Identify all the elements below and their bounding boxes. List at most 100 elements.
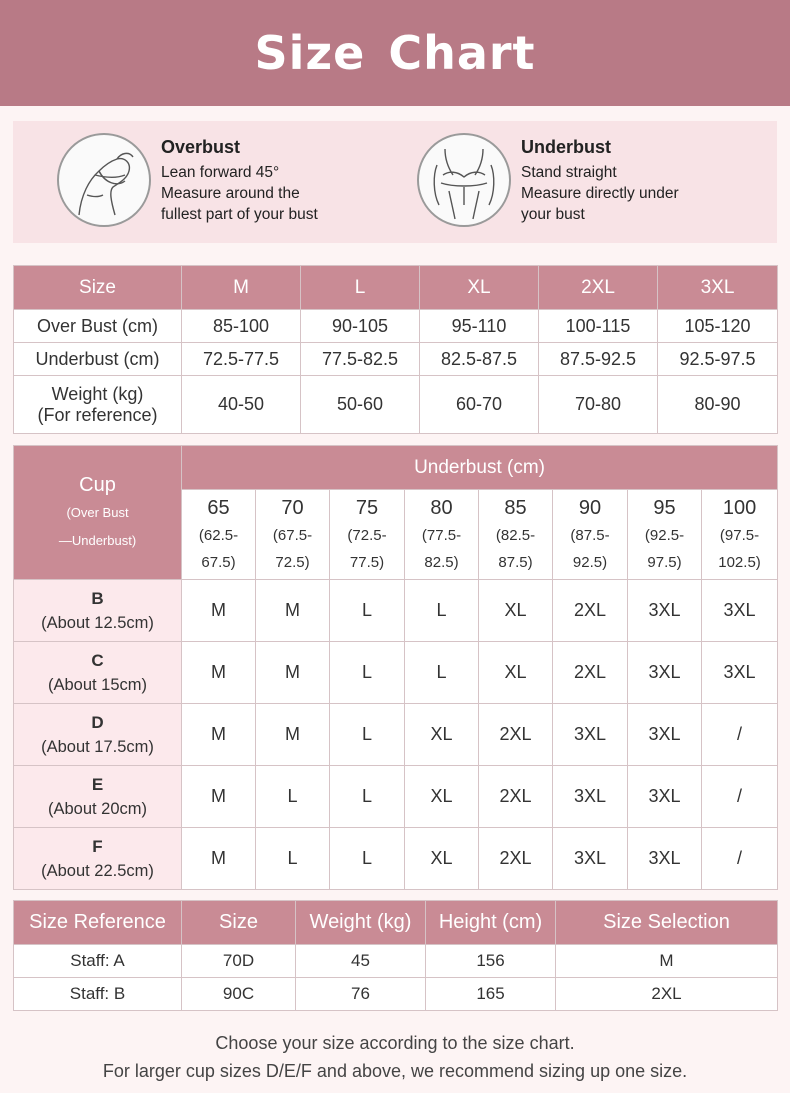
- cup-subheader: —Underbust): [58, 532, 137, 548]
- underbust-range: 102.5): [718, 553, 761, 571]
- size-cell: M: [181, 827, 256, 890]
- underbust-value: 100: [722, 496, 757, 519]
- size-cell: /: [700, 765, 779, 828]
- size-cell: M: [181, 703, 256, 766]
- underbust-range: 92.5): [572, 553, 608, 571]
- underbust-range: (67.5-: [272, 526, 313, 544]
- underbust-range: 67.5): [201, 553, 236, 571]
- cup-table-header-row: Cup (Over Bust —Underbust) Underbust (cm…: [13, 445, 779, 580]
- size-cell: M: [255, 579, 330, 642]
- cup-letter: B: [91, 588, 104, 608]
- cup-letter: C: [91, 650, 104, 670]
- underbust-cell: 75 (72.5- 77.5): [329, 489, 405, 580]
- cup-letter: D: [91, 712, 104, 732]
- size-cell: 3XL: [627, 765, 702, 828]
- underbust-line-2: Measure directly under: [521, 185, 679, 202]
- reference-header: Size: [181, 900, 296, 945]
- table-cell: 50-60: [300, 375, 420, 434]
- reference-header: Height (cm): [425, 900, 556, 945]
- table-cell: 92.5-97.5: [657, 342, 778, 376]
- size-cell: 3XL: [627, 641, 702, 704]
- size-cell: 3XL: [552, 703, 628, 766]
- table-cell: 105-120: [657, 309, 778, 343]
- cup-rows: B (About 12.5cm) M M L L XL 2XL 3XL 3XL C (About 15…: [13, 579, 779, 890]
- underbust-cell: 65 (62.5- 67.5): [181, 489, 256, 580]
- table-cell: 77.5-82.5: [300, 342, 420, 376]
- underbust-range: 97.5): [647, 553, 682, 571]
- underbust-value: 75: [355, 496, 379, 519]
- cup-header: Cup: [79, 473, 116, 496]
- cup-about: (About 22.5cm): [41, 861, 154, 880]
- note-text: Choose your size according to the size c…: [215, 1033, 575, 1053]
- table-cell: Staff: B: [13, 977, 182, 1011]
- overbust-line-3: fullest part of your bust: [161, 206, 318, 223]
- size-cell: L: [329, 827, 405, 890]
- overbust-guide: Overbust Lean forward 45° Measure around…: [57, 133, 318, 227]
- cup-table: Cup (Over Bust —Underbust) Underbust (cm…: [13, 445, 779, 890]
- size-cell: M: [181, 765, 256, 828]
- size-table-header: M: [181, 265, 301, 310]
- underbust-range: (82.5-: [495, 526, 536, 544]
- size-cell: 2XL: [478, 765, 553, 828]
- underbust-value: 85: [504, 496, 527, 519]
- table-cell: 95-110: [419, 309, 539, 343]
- size-cell: 3XL: [627, 579, 702, 642]
- cup-about: (About 15cm): [47, 675, 148, 694]
- table-row: Staff: A 70D 45 156 M: [13, 944, 778, 978]
- measure-guide: Overbust Lean forward 45° Measure around…: [13, 121, 777, 243]
- underbust-line-1: Stand straight: [521, 164, 617, 181]
- underbust-range: 77.5): [349, 553, 385, 571]
- size-cell: /: [700, 827, 779, 890]
- size-cell: 2XL: [478, 827, 553, 890]
- page-header: Size Chart: [0, 0, 790, 106]
- table-cell: 60-70: [419, 375, 539, 434]
- underbust-range: (92.5-: [644, 526, 685, 544]
- table-row: Weight (kg) (For reference) 40-50 50-60 …: [13, 375, 778, 434]
- size-cell: XL: [404, 703, 479, 766]
- underbust-values-row: 65 (62.5- 67.5) 70 (67.5- 72.5) 75 (72.5- 77.5…: [14, 489, 779, 580]
- reference-header: Weight (kg): [295, 900, 426, 945]
- row-label: Over Bust (cm): [13, 309, 182, 343]
- overbust-line-1: Lean forward 45°: [161, 164, 280, 181]
- underbust-range: 87.5): [498, 553, 533, 571]
- size-cell: XL: [404, 827, 479, 890]
- size-cell: 2XL: [478, 703, 553, 766]
- size-cell: M: [255, 703, 330, 766]
- size-cell: L: [329, 579, 405, 642]
- underbust-cell: 100 (97.5- 102.5): [700, 489, 779, 580]
- underbust-cell: 80 (77.5- 82.5): [404, 489, 479, 580]
- underbust-range: 72.5): [275, 553, 310, 571]
- row-label-line: (For reference): [37, 404, 158, 425]
- table-cell: 87.5-92.5: [538, 342, 658, 376]
- underbust-title: Underbust: [521, 137, 611, 157]
- size-cell: L: [404, 579, 479, 642]
- size-cell: 2XL: [552, 641, 628, 704]
- table-row: C (About 15cm) M M L L XL 2XL 3XL 3XL: [13, 641, 779, 704]
- underbust-value: 90: [578, 496, 602, 519]
- cup-about: (About 20cm): [47, 799, 148, 818]
- underbust-line-3: your bust: [521, 206, 585, 223]
- row-label: Weight (kg) (For reference): [13, 375, 182, 434]
- note-text: For larger cup sizes D/E/F and above, we…: [102, 1061, 688, 1081]
- table-row: Over Bust (cm) 85-100 90-105 95-110 100-…: [13, 309, 778, 343]
- underbust-range: (87.5-: [570, 526, 610, 544]
- table-row: E (About 20cm) M L L XL 2XL 3XL 3XL /: [13, 765, 779, 828]
- underbust-range: (77.5-: [421, 526, 462, 544]
- underbust-illustration-icon: [417, 133, 511, 227]
- overbust-line-2: Measure around the: [161, 185, 300, 202]
- size-cell: L: [255, 827, 330, 890]
- size-cell: 3XL: [552, 827, 628, 890]
- size-cell: 3XL: [627, 703, 702, 766]
- table-row: Underbust (cm) 72.5-77.5 77.5-82.5 82.5-…: [13, 342, 778, 376]
- size-cell: 3XL: [552, 765, 628, 828]
- cup-label-cell: F (About 22.5cm): [13, 827, 182, 890]
- cup-about: (About 17.5cm): [41, 737, 154, 756]
- size-cell: M: [181, 641, 256, 704]
- size-cell: L: [329, 765, 405, 828]
- table-cell: 45: [295, 944, 426, 978]
- row-label: Underbust (cm): [13, 342, 182, 376]
- underbust-value: 65: [207, 496, 230, 519]
- overbust-title: Overbust: [161, 137, 241, 157]
- size-table-header: XL: [419, 265, 539, 310]
- cup-subheader: (Over Bust: [66, 504, 129, 520]
